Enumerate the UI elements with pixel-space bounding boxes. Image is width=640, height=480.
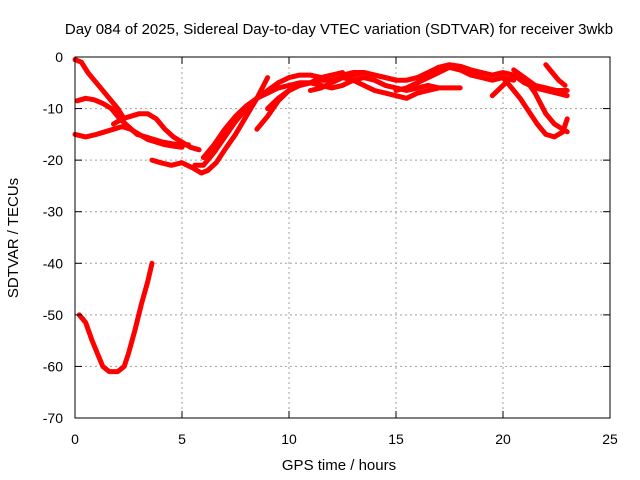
- y-tick-label: -20: [43, 152, 63, 168]
- series-line-track-5: [149, 75, 271, 176]
- series-group: [72, 57, 570, 375]
- x-tick-label: 10: [281, 431, 297, 447]
- series-line-track-17: [543, 62, 568, 88]
- x-tick-label: 0: [71, 431, 79, 447]
- series-line-track-3: [72, 124, 185, 150]
- x-tick-label: 5: [178, 431, 186, 447]
- series-line-track-18: [76, 260, 155, 375]
- y-tick-label: 0: [55, 49, 63, 65]
- series-line-track-4: [111, 111, 202, 153]
- chart-title: Day 084 of 2025, Sidereal Day-to-day VTE…: [65, 21, 613, 38]
- y-tick-labels: 0 -10 -20 -30 -40 -50 -60 -70: [43, 49, 63, 426]
- series-line-track-1: [72, 57, 127, 122]
- y-axis-label: SDTVAR / TECUs: [5, 178, 22, 298]
- x-tick-label: 25: [602, 431, 618, 447]
- series-line-track-15: [500, 75, 570, 140]
- series-line-track-10: [307, 75, 463, 101]
- series-line-track-16: [511, 67, 570, 135]
- y-tick-label: -60: [43, 358, 63, 374]
- x-tick-label: 15: [388, 431, 404, 447]
- x-tick-label: 20: [495, 431, 511, 447]
- x-tick-labels: 0 5 10 15 20 25: [71, 431, 618, 447]
- y-tick-label: -50: [43, 307, 63, 323]
- x-axis-label: GPS time / hours: [282, 457, 396, 474]
- y-tick-label: -70: [43, 410, 63, 426]
- plot-frame: [74, 56, 611, 419]
- y-tick-label: -10: [43, 101, 63, 117]
- y-tick-label: -30: [43, 204, 63, 220]
- axis-ticks: [74, 56, 611, 419]
- y-tick-label: -40: [43, 255, 63, 271]
